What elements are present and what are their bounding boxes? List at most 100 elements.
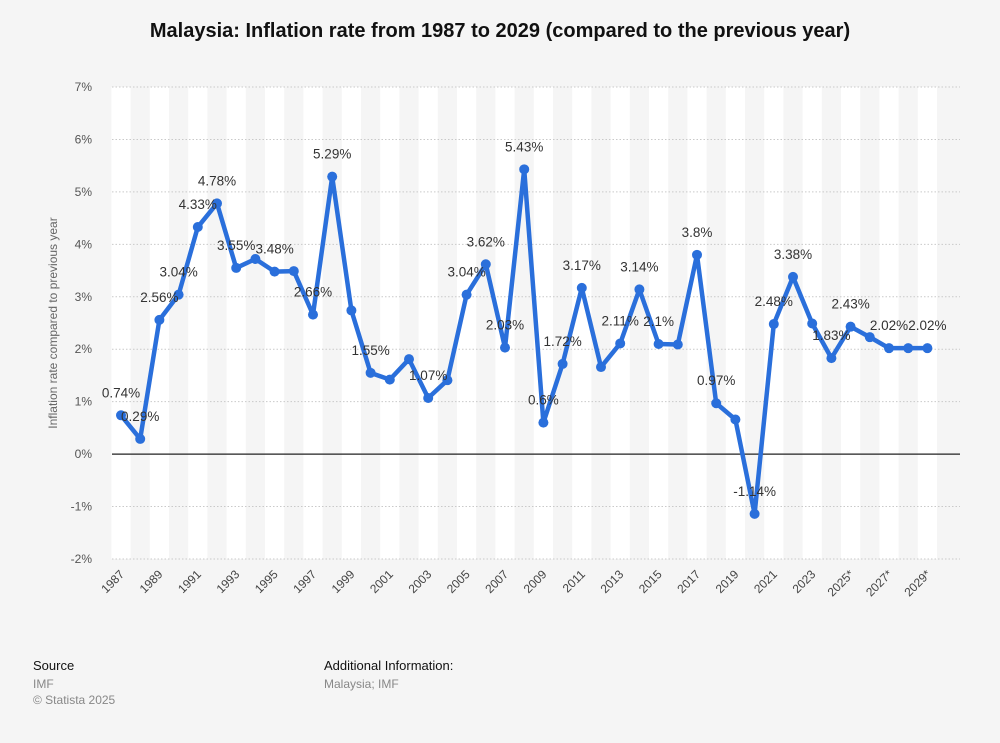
y-tick-label: 4% (75, 237, 93, 251)
copyright: © Statista 2025 (33, 693, 116, 707)
x-tick-label: 1987 (98, 567, 127, 596)
y-tick-label: 3% (75, 290, 93, 304)
x-tick-label: 2007 (482, 567, 511, 596)
data-point (864, 332, 875, 343)
data-point (576, 282, 587, 293)
data-label: 3.04% (159, 265, 197, 280)
data-point (442, 375, 453, 386)
background-band (341, 87, 361, 559)
x-tick-label: 1995 (252, 567, 281, 596)
data-point (423, 392, 434, 403)
additional-info-value: Malaysia; IMF (324, 677, 399, 691)
y-tick-label: 6% (75, 132, 93, 146)
background-band (687, 87, 707, 559)
x-tick-label: 2025* (825, 567, 857, 599)
data-point (903, 343, 914, 354)
x-tick-label: 2027* (863, 567, 895, 599)
background-band (610, 87, 630, 559)
data-label: 5.43% (505, 139, 543, 154)
y-tick-label: 1% (75, 395, 93, 409)
data-label: 4.33% (179, 197, 217, 212)
data-label: 2.02% (870, 318, 908, 333)
data-point (365, 367, 376, 378)
x-tick-label: 2021 (751, 567, 780, 596)
x-tick-label: 2013 (598, 567, 627, 596)
data-point (922, 343, 933, 354)
data-label: 0.74% (102, 385, 140, 400)
data-label: 3.8% (682, 225, 713, 240)
data-point (519, 164, 530, 175)
data-label: 0.29% (121, 409, 159, 424)
data-point (269, 266, 280, 277)
data-label: 4.78% (198, 173, 236, 188)
x-tick-label: 2029* (901, 567, 933, 599)
background-band (917, 87, 937, 559)
y-tick-label: 0% (75, 447, 93, 461)
data-point (807, 318, 818, 329)
data-point (596, 362, 606, 373)
data-point (135, 433, 146, 444)
y-tick-label: 7% (75, 80, 93, 94)
x-tick-label: 2023 (790, 567, 819, 596)
background-band (533, 87, 553, 559)
x-tick-label: 2015 (636, 567, 665, 596)
background-band (303, 87, 323, 559)
data-label: 2.03% (486, 318, 524, 333)
background-band (188, 87, 208, 559)
background-band (879, 87, 899, 559)
x-tick-label: 2003 (406, 567, 435, 596)
y-tick-label: 5% (75, 185, 93, 199)
data-point (346, 305, 357, 316)
data-point (768, 319, 779, 330)
source-block: Source IMF © Statista 2025 (33, 658, 115, 708)
source-label: Source (33, 658, 75, 673)
data-point (192, 222, 203, 233)
data-point (711, 398, 722, 409)
data-label: 3.62% (467, 234, 505, 249)
data-label: 0.97% (697, 373, 735, 388)
data-point (538, 417, 549, 428)
data-point (884, 343, 894, 354)
data-point (730, 414, 741, 425)
data-point (692, 249, 702, 260)
data-point (212, 198, 222, 209)
data-label: -1.14% (733, 484, 776, 499)
y-tick-label: 2% (75, 342, 93, 356)
data-label: 2.43% (831, 297, 869, 312)
data-point (615, 338, 626, 349)
data-point (500, 342, 510, 353)
x-tick-label: 2017 (674, 567, 703, 596)
data-point (154, 314, 165, 325)
data-point (845, 321, 856, 332)
additional-info-block: Additional Information: Malaysia; IMF (324, 658, 453, 692)
x-tick-label: 2005 (444, 567, 473, 596)
data-label: 3.14% (620, 259, 658, 274)
data-point (116, 410, 126, 421)
additional-info-label: Additional Information: (324, 658, 454, 673)
data-label: 3.38% (774, 247, 812, 262)
background-band (418, 87, 438, 559)
data-label: 3.17% (563, 258, 601, 273)
background-band (572, 87, 592, 559)
data-label: 2.1% (643, 314, 674, 329)
line-chart: -2% -1% 0% 1% 2% 3% 4% 5% 6% 7% Inflation rate com… (46, 80, 960, 599)
chart-title: Malaysia: Inflation rate from 1987 to 20… (149, 20, 851, 42)
data-label: 2.48% (755, 294, 793, 309)
x-tick-label: 2019 (713, 567, 742, 596)
background-band (649, 87, 669, 559)
background-band (226, 87, 246, 559)
data-label: 3.55% (217, 238, 255, 253)
background-band (457, 87, 477, 559)
background-band (265, 87, 285, 559)
data-label: 0.6% (528, 393, 559, 408)
data-label: 1.07% (409, 368, 447, 383)
background-band (111, 87, 131, 559)
data-point (384, 374, 395, 385)
data-label: 5.29% (313, 147, 351, 162)
data-point (173, 289, 184, 300)
data-point (480, 259, 491, 270)
x-tick-label: 1993 (214, 567, 243, 596)
x-tick-label: 1991 (175, 567, 204, 596)
data-label: 2.66% (294, 285, 332, 300)
data-label: 2.02% (908, 318, 946, 333)
